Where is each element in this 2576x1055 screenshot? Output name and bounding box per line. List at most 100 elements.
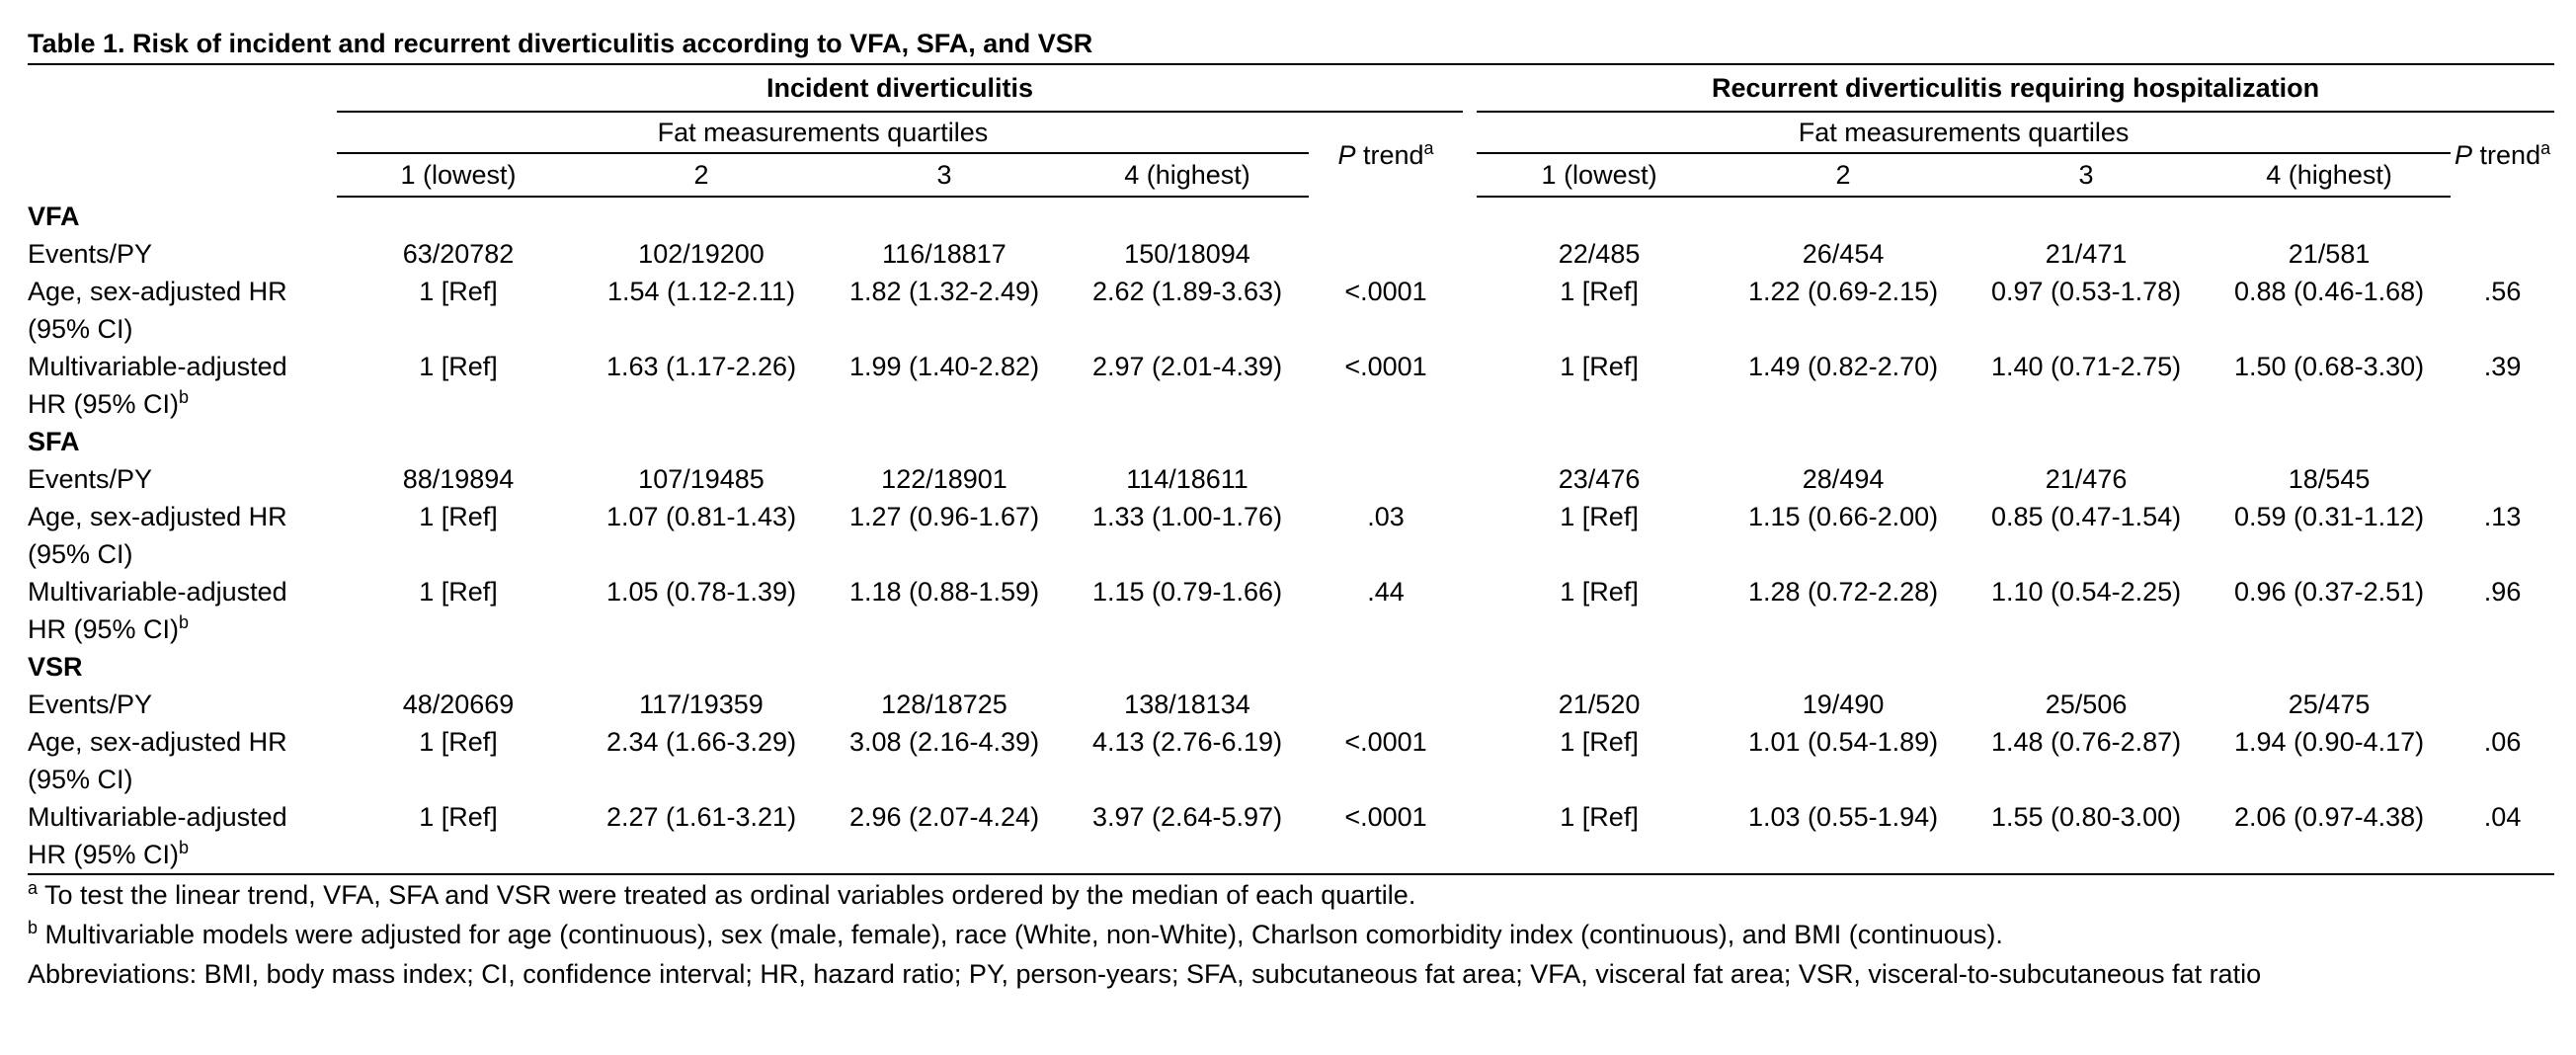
recurrent-cell: 1 [Ref] [1560, 577, 1639, 607]
incident-p-trend: .44 [1367, 577, 1405, 607]
footnote-a: a To test the linear trend, VFA, SFA and… [28, 878, 1416, 910]
table-header: Incident diverticulitis Recurrent divert… [28, 63, 2555, 198]
incident-cell: 88/19894 [402, 464, 515, 494]
incident-cell: 48/20669 [402, 690, 515, 719]
recurrent-p-trend: .39 [2483, 352, 2522, 381]
incident-cell: 1.18 (0.88-1.59) [848, 577, 1040, 607]
section-label: VSR [28, 652, 83, 682]
recurrent-p-trend: .04 [2483, 802, 2522, 832]
row-label-text: HR (95% CI) [28, 389, 180, 419]
row-label: Events/PY [28, 686, 337, 723]
row-label: Multivariable-adjusted HR (95% CI)b [28, 573, 337, 648]
recurrent-cell: 1.49 (0.82-2.70) [1748, 352, 1939, 381]
recurrent-cell: 1.40 (0.71-2.75) [1991, 352, 2182, 381]
row-label: Age, sex-adjusted HR (95% CI) [28, 498, 337, 573]
recurrent-cell: 26/454 [1802, 239, 1885, 269]
recurrent-cell: 0.59 (0.31-1.12) [2234, 502, 2425, 531]
incident-cell: 1 [Ref] [419, 727, 498, 757]
row-label: Age, sex-adjusted HR (95% CI) [28, 273, 337, 348]
spacer-cell [1463, 235, 1477, 273]
row-label-text: Events/PY [28, 690, 153, 719]
incident-cell: 1 [Ref] [419, 577, 498, 607]
incident-cell: 102/19200 [638, 239, 765, 269]
recurrent-cell: 25/506 [2045, 690, 2128, 719]
row-label-text: (95% CI) [28, 539, 133, 569]
incident-cell: 3.97 (2.64-5.97) [1091, 802, 1283, 832]
recurrent-cell: 18/545 [2288, 464, 2371, 494]
abbreviations-note: Abbreviations: BMI, body mass index; CI,… [28, 959, 2262, 989]
row-label-text: Events/PY [28, 464, 153, 494]
row-label-text: (95% CI) [28, 765, 133, 794]
quartile-header: 3 [1965, 153, 2209, 198]
footnote-marker: b [179, 387, 190, 407]
incident-cell: 107/19485 [638, 464, 765, 494]
incident-p-trend [1309, 235, 1463, 273]
spacer-cell [1463, 273, 1477, 348]
row-label-text: Multivariable-adjusted [28, 577, 287, 607]
recurrent-cell: 28/494 [1802, 464, 1885, 494]
incident-cell: 1 [Ref] [419, 352, 498, 381]
footnote-b: b Multivariable models were adjusted for… [28, 918, 2003, 949]
recurrent-p-trend [2451, 460, 2554, 498]
section-row: VSR [28, 648, 2554, 686]
subheader-incident: Fat measurements quartiles [337, 112, 1309, 154]
spacer-cell [1463, 573, 1477, 648]
quartile-header: 2 [580, 153, 823, 198]
recurrent-cell: 1.15 (0.66-2.00) [1748, 502, 1939, 531]
incident-cell: 1 [Ref] [419, 277, 498, 306]
recurrent-cell: 2.06 (0.97-4.38) [2234, 802, 2425, 832]
recurrent-cell: 1.94 (0.90-4.17) [2234, 727, 2425, 757]
row-label-text: Events/PY [28, 239, 153, 269]
row-label-text: Multivariable-adjusted [28, 802, 287, 832]
subheader-recurrent: Fat measurements quartiles [1477, 112, 2452, 154]
incident-cell: 1 [Ref] [419, 802, 498, 832]
recurrent-cell: 1.10 (0.54-2.25) [1991, 577, 2182, 607]
age-sex-adjusted-row: Age, sex-adjusted HR (95% CI) 1 [Ref] 1.07 … [28, 498, 2554, 573]
recurrent-cell: 1.55 (0.80-3.00) [1991, 802, 2182, 832]
recurrent-cell: 1.28 (0.72-2.28) [1748, 577, 1939, 607]
incident-cell: 1.05 (0.78-1.39) [605, 577, 797, 607]
incident-cell: 2.27 (1.61-3.21) [605, 802, 797, 832]
row-label: Events/PY [28, 235, 337, 273]
multivariable-adjusted-row: Multivariable-adjusted HR (95% CI)b 1 [Ref… [28, 573, 2554, 648]
row-label-text: HR (95% CI) [28, 614, 180, 644]
spacer-cell [1463, 460, 1477, 498]
recurrent-cell: 1 [Ref] [1560, 727, 1639, 757]
section-row: VFA [28, 197, 2554, 235]
recurrent-p-trend [2451, 686, 2554, 723]
age-sex-adjusted-row: Age, sex-adjusted HR (95% CI) 1 [Ref] 1.54 … [28, 273, 2554, 348]
quartile-header: 2 [1722, 153, 1966, 198]
recurrent-cell: 1 [Ref] [1560, 277, 1639, 306]
recurrent-cell: 0.96 (0.37-2.51) [2234, 577, 2425, 607]
group-header-incident: Incident diverticulitis [337, 63, 1464, 113]
incident-cell: 3.08 (2.16-4.39) [848, 727, 1040, 757]
quartile-header: 4 (highest) [2208, 153, 2452, 198]
incident-p-trend: <.0001 [1344, 277, 1427, 306]
recurrent-cell: 21/476 [2045, 464, 2128, 494]
incident-cell: 1.82 (1.32-2.49) [848, 277, 1040, 306]
events-row: Events/PY 48/20669 117/19359 128/18725 138/1… [28, 686, 2554, 723]
row-label: Events/PY [28, 460, 337, 498]
spacer-cell [1463, 723, 1477, 798]
incident-cell: 1.07 (0.81-1.43) [605, 502, 797, 531]
recurrent-cell: 1.01 (0.54-1.89) [1748, 727, 1939, 757]
recurrent-cell: 0.97 (0.53-1.78) [1991, 277, 2182, 306]
incident-cell: 2.96 (2.07-4.24) [848, 802, 1040, 832]
spacer-cell [1463, 498, 1477, 573]
recurrent-p-trend: .56 [2483, 277, 2522, 306]
footnote-marker: b [179, 612, 190, 632]
quartile-header: 4 (highest) [1066, 153, 1309, 198]
quartile-header: 1 (lowest) [337, 153, 580, 198]
spacer-cell [1463, 348, 1477, 423]
recurrent-p-trend: .13 [2483, 502, 2522, 531]
recurrent-cell: 21/471 [2045, 239, 2128, 269]
age-sex-adjusted-row: Age, sex-adjusted HR (95% CI) 1 [Ref] 2.34 … [28, 723, 2554, 798]
section-label: SFA [28, 427, 80, 456]
incident-cell: 1 [Ref] [419, 502, 498, 531]
incident-cell: 1.99 (1.40-2.82) [848, 352, 1040, 381]
recurrent-cell: 1.03 (0.55-1.94) [1748, 802, 1939, 832]
incident-cell: 2.97 (2.01-4.39) [1091, 352, 1283, 381]
incident-cell: 63/20782 [402, 239, 515, 269]
row-label-text: Age, sex-adjusted HR [28, 727, 287, 757]
p-trend-header-recurrent: P trenda [2455, 137, 2551, 170]
